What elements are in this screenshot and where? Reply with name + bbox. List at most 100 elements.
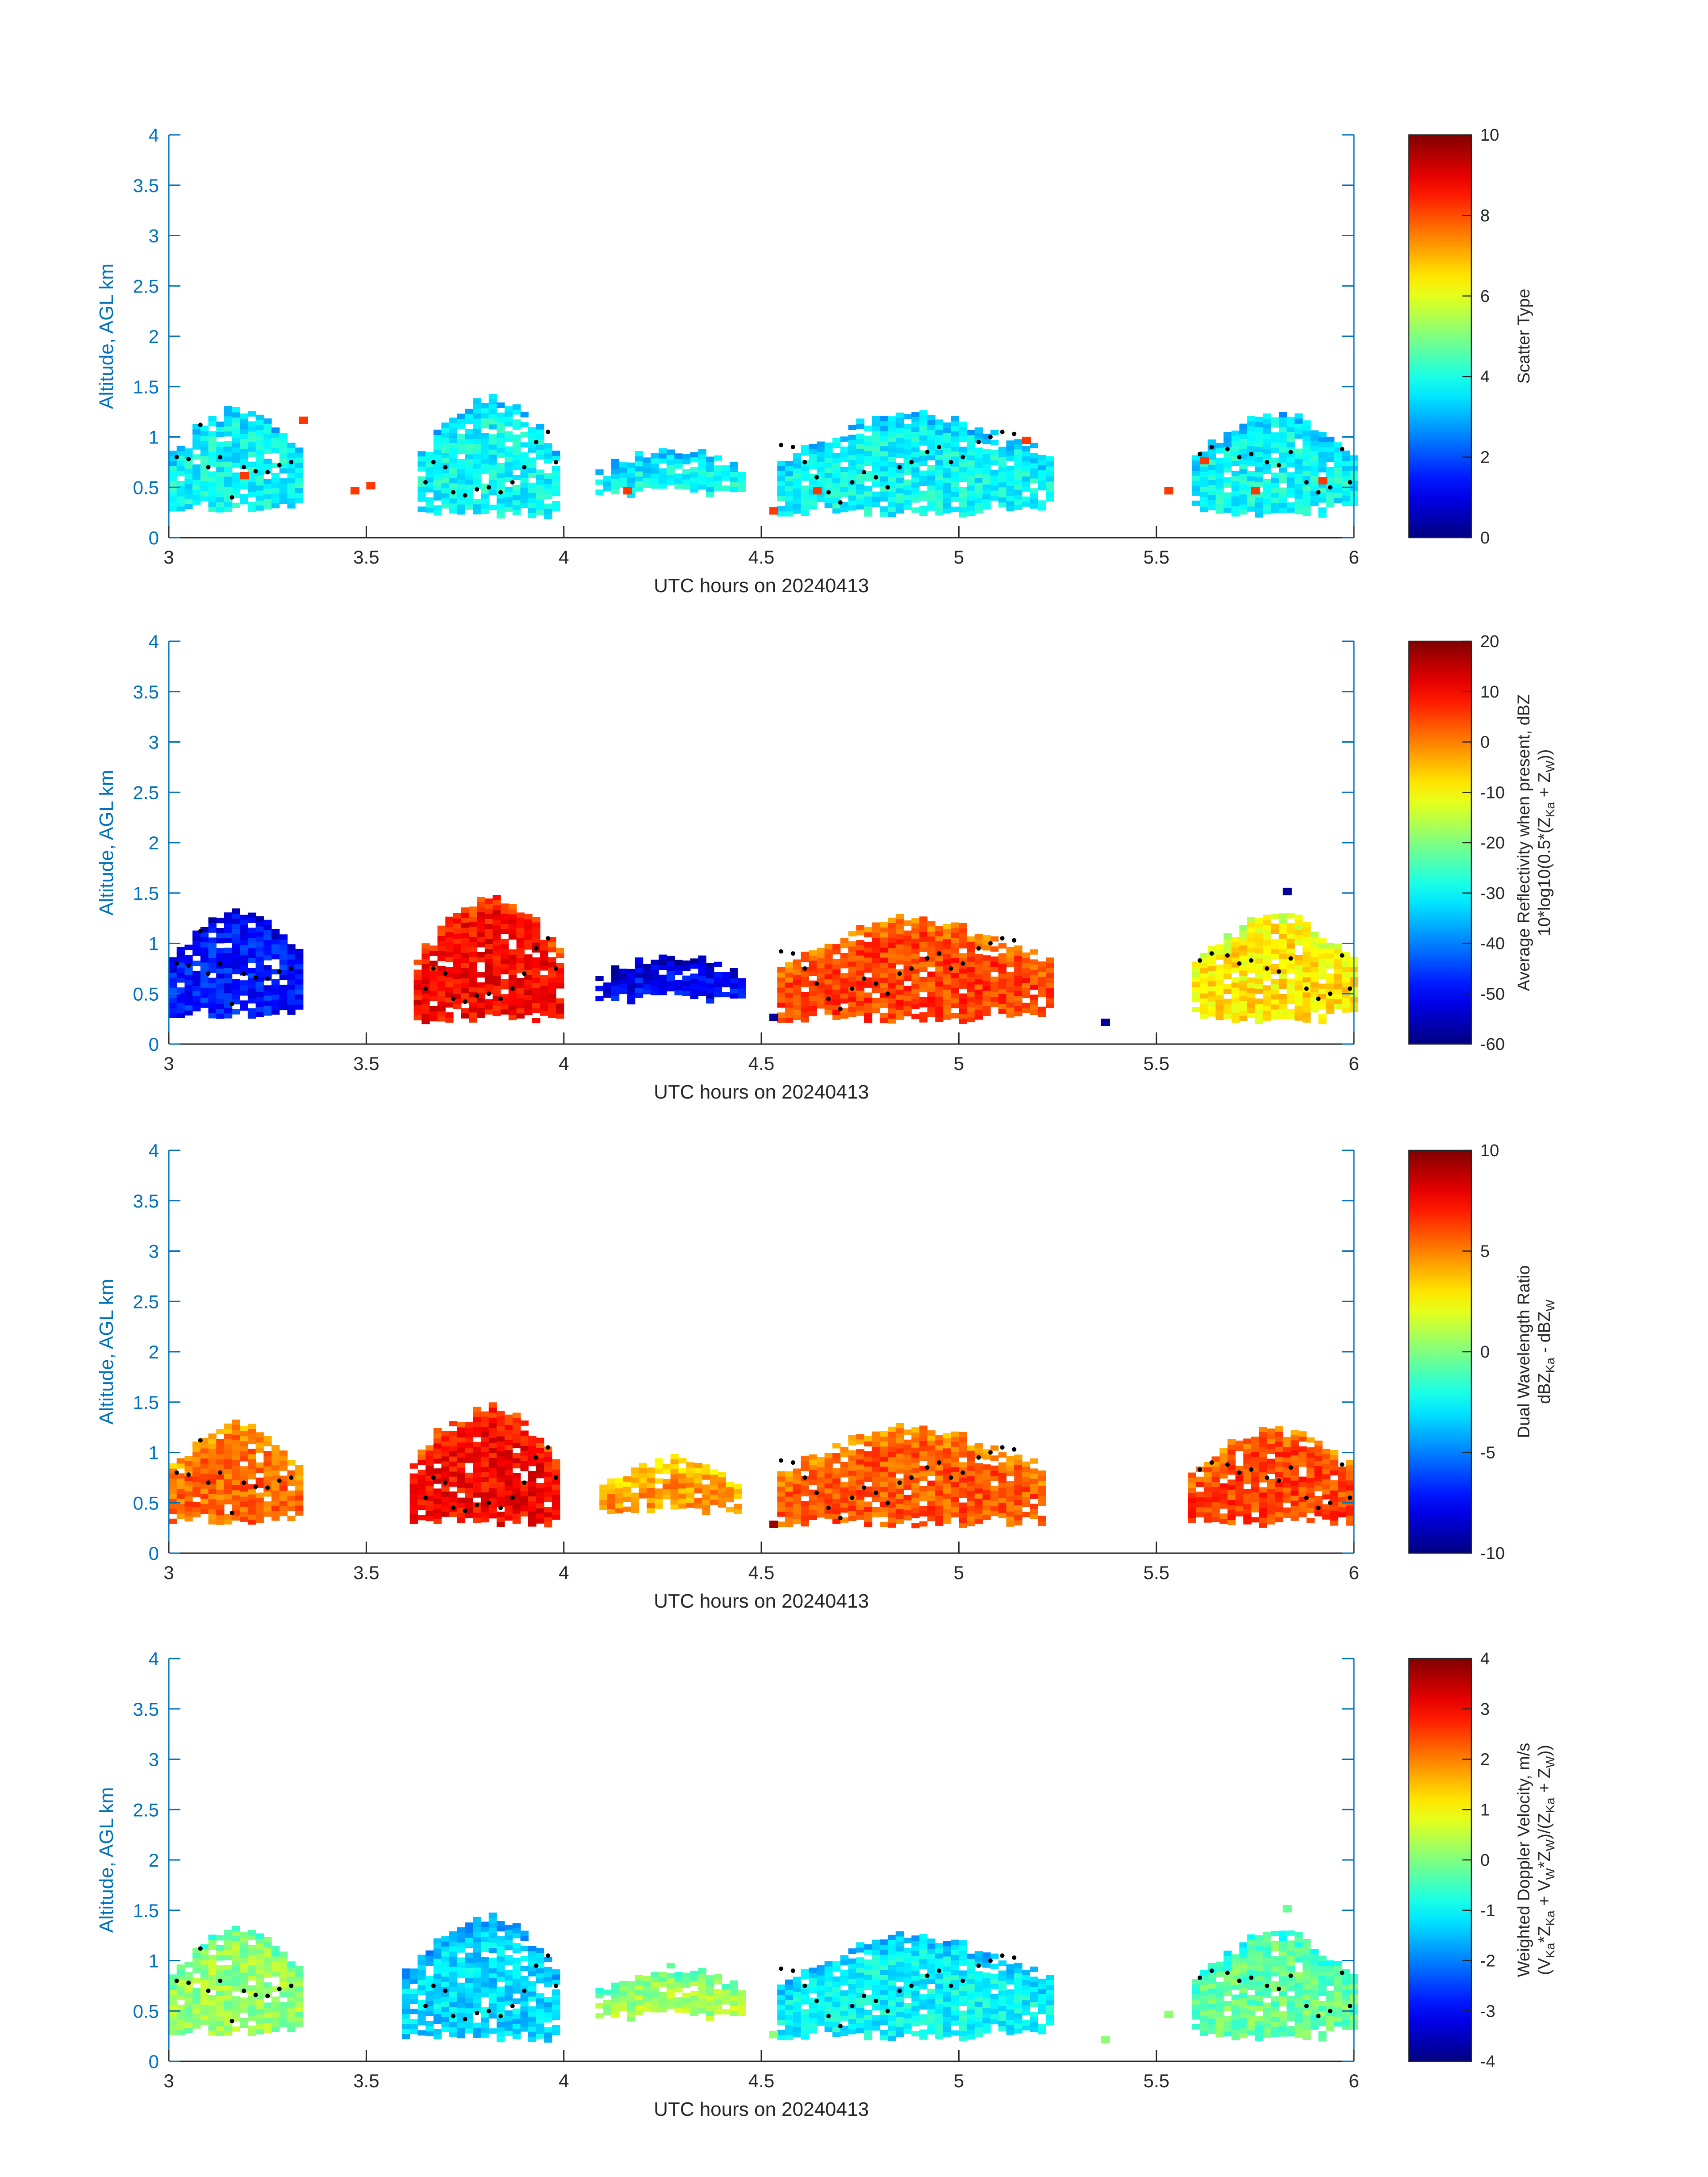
track-dot [909,1983,914,1988]
track-dot [423,480,428,485]
track-dot [242,1989,246,1993]
track-dot [230,2018,234,2023]
track-dot [1249,958,1253,963]
outlier-cell [240,472,249,480]
x-tick-label: 4.5 [748,547,774,568]
track-dot [218,1978,222,1983]
track-dot [1348,986,1353,991]
track-dot [522,465,527,470]
colorbar [1408,134,1472,539]
y-tick-label: 0.5 [133,2001,159,2022]
track-dot [423,986,428,991]
track-dot [498,490,503,495]
y-tick-label: 2 [149,326,159,347]
colorbar-tick-label: 0 [1480,733,1490,752]
track-dot [206,1480,211,1485]
track-dot [534,946,539,951]
y-tick-label: 3.5 [133,681,159,702]
track-dot [1276,1478,1281,1483]
track-dot [431,966,436,971]
track-dot [1288,956,1293,961]
track-dot [790,445,795,449]
track-dot [498,2014,503,2018]
colorbar-tick-label: 0 [1480,1851,1490,1870]
track-dot [289,1983,294,1988]
track-dot [1249,1467,1253,1472]
track-dot [862,470,866,475]
track-dot [451,1505,455,1510]
track-dot [198,1438,203,1443]
track-dot [206,1989,211,1993]
colorbar-tick-label: 8 [1480,206,1490,225]
colorbar-tick-label: 5 [1480,1242,1490,1261]
colorbar-label: Scatter Type [1515,289,1533,384]
track-dot [1328,1500,1332,1505]
track-dot [862,1993,866,1998]
track-dot [1237,1978,1242,1983]
track-dot [937,1460,942,1465]
x-tick-label: 5.5 [1143,547,1169,568]
y-axis-label: Altitude, AGL km [96,770,117,915]
track-dot [814,981,819,986]
panels: 0 0.5 1 1.5 2 2.5 3 3.5 4 3 3.5 4 4.5 5 5.5 6 UTC hours … [96,125,1557,2120]
colorbar-sublabel: dBZKa - dBZW [1535,1300,1557,1404]
track-dot [253,469,258,474]
x-tick-label: 5.5 [1143,2070,1169,2091]
heatmap-cells [169,1905,1358,2043]
x-tick-label: 5 [954,1053,964,1074]
x-tick-label: 3.5 [353,1053,379,1074]
track-dot [463,2017,468,2022]
track-dot [486,2009,491,2014]
y-tick-label: 4 [149,1648,159,1669]
x-tick-label: 5 [954,547,964,568]
x-axis-label: UTC hours on 20240413 [654,1081,869,1103]
track-dot [186,963,191,968]
outlier-cell [1200,457,1209,464]
track-dot [948,1475,953,1480]
track-dot [897,1480,902,1485]
x-tick-label: 4 [559,1053,569,1074]
track-dot [925,450,930,455]
track-dot [838,2024,843,2029]
track-dot [1328,2009,1332,2014]
colorbar-tick-label: -3 [1480,2002,1495,2021]
track-dot [1198,958,1202,963]
track-dot [186,1981,191,1985]
track-dot [1012,1447,1017,1452]
track-dot [198,422,203,427]
track-dot [206,971,211,976]
track-dot [1198,1467,1202,1472]
track-dot [802,460,807,464]
track-dot [925,956,930,961]
track-dot [826,490,831,495]
track-dot [277,1478,282,1483]
y-tick-label: 4 [149,125,159,146]
track-dot [443,971,448,976]
track-dot [289,460,294,464]
track-dot [1249,1975,1253,1980]
track-dot [976,439,981,444]
x-tick-label: 3 [163,2070,174,2091]
track-dot [443,1480,448,1485]
track-dot [554,460,558,464]
track-dot [976,946,981,951]
track-dot [937,1968,942,1973]
x-tick-label: 6 [1349,1053,1359,1074]
track-dot [826,2014,831,2018]
track-dot [1265,1475,1270,1480]
heatmap-cells [169,394,1358,519]
track-dot [925,1973,930,1978]
track-dot [206,465,211,470]
y-tick-label: 1 [149,1442,159,1463]
track-dot [186,1472,191,1477]
track-dot [826,1505,831,1510]
track-dot [1237,961,1242,966]
y-tick-label: 1 [149,933,159,954]
track-dot [937,445,942,449]
track-dot [546,430,551,435]
track-dot [174,1470,179,1475]
track-dot [265,1485,270,1490]
track-dot [1288,1973,1293,1978]
track-dot [510,1496,515,1500]
y-tick-label: 0.5 [133,1492,159,1513]
